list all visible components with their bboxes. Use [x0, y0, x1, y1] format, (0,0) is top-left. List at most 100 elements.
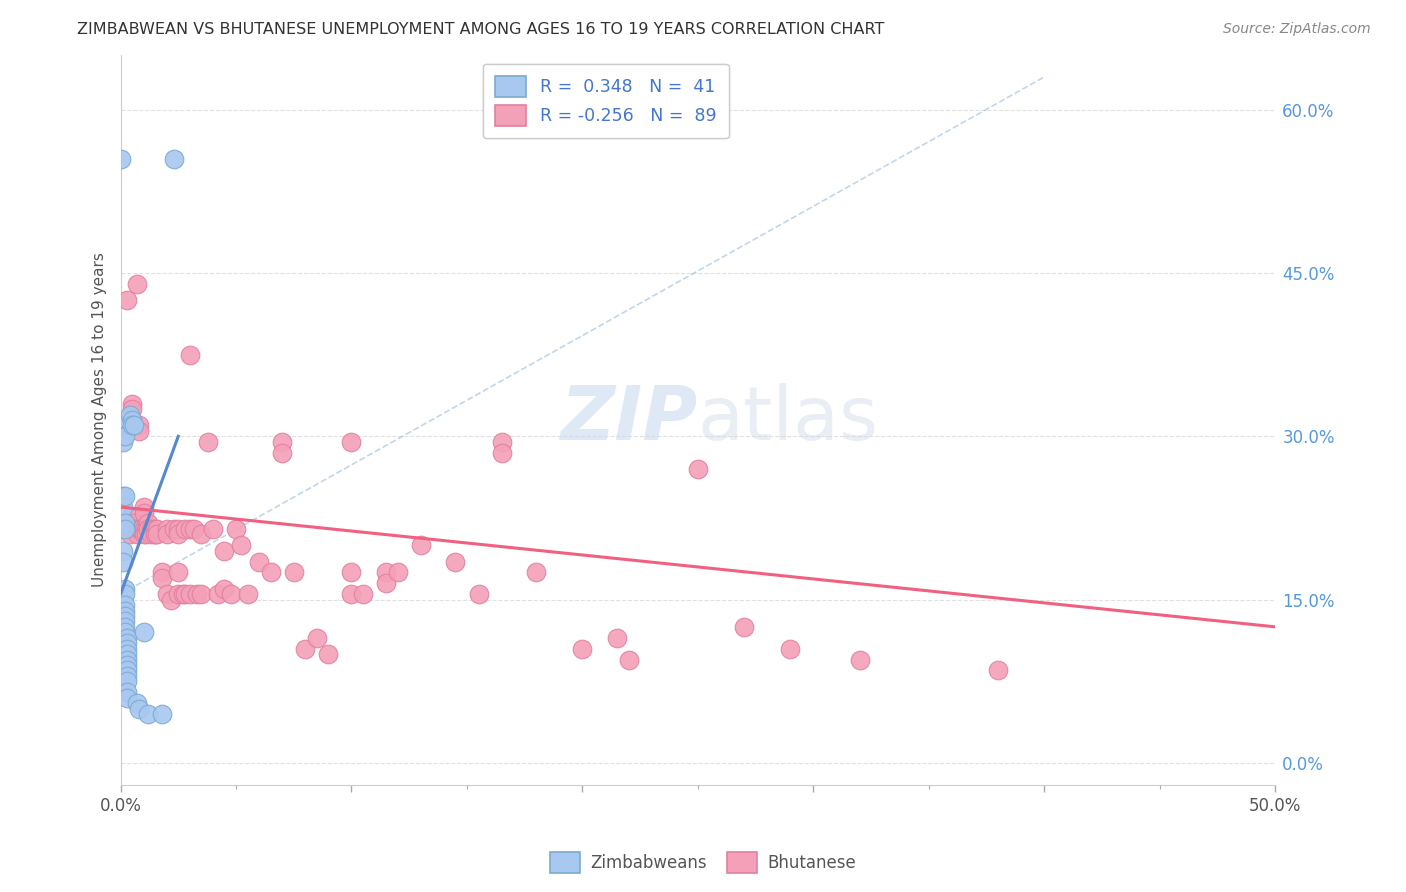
- Text: ZIMBABWEAN VS BHUTANESE UNEMPLOYMENT AMONG AGES 16 TO 19 YEARS CORRELATION CHART: ZIMBABWEAN VS BHUTANESE UNEMPLOYMENT AMO…: [77, 22, 884, 37]
- Point: [117, 631, 139, 645]
- Point: [114, 489, 136, 503]
- Point: [167, 522, 190, 536]
- Point: [121, 402, 143, 417]
- Point: [114, 620, 136, 634]
- Point: [132, 527, 155, 541]
- Point: [491, 434, 513, 449]
- Point: [197, 434, 219, 449]
- Point: [117, 641, 139, 656]
- Point: [111, 543, 134, 558]
- Point: [352, 587, 374, 601]
- Point: [283, 566, 305, 580]
- Point: [207, 587, 229, 601]
- Point: [146, 522, 169, 536]
- Point: [318, 647, 340, 661]
- Point: [686, 462, 709, 476]
- Point: [114, 609, 136, 624]
- Point: [132, 506, 155, 520]
- Point: [139, 522, 162, 536]
- Point: [132, 625, 155, 640]
- Point: [128, 418, 150, 433]
- Point: [131, 522, 153, 536]
- Point: [150, 706, 173, 721]
- Point: [183, 522, 205, 536]
- Point: [733, 620, 755, 634]
- Point: [131, 522, 153, 536]
- Point: [387, 566, 409, 580]
- Point: [114, 516, 136, 531]
- Point: [128, 522, 150, 536]
- Point: [132, 522, 155, 536]
- Point: [214, 582, 236, 596]
- Point: [117, 647, 139, 661]
- Point: [114, 603, 136, 617]
- Point: [259, 566, 281, 580]
- Point: [121, 396, 143, 410]
- Point: [114, 587, 136, 601]
- Point: [117, 685, 139, 699]
- Point: [167, 527, 190, 541]
- Point: [571, 641, 593, 656]
- Point: [136, 522, 159, 536]
- Point: [117, 657, 139, 672]
- Point: [124, 516, 146, 531]
- Point: [294, 641, 316, 656]
- Point: [125, 522, 148, 536]
- Point: [247, 555, 270, 569]
- Point: [135, 522, 157, 536]
- Point: [172, 587, 194, 601]
- Point: [375, 576, 398, 591]
- Point: [111, 434, 134, 449]
- Point: [117, 293, 139, 308]
- Point: [125, 277, 148, 291]
- Point: [163, 522, 186, 536]
- Point: [214, 543, 236, 558]
- Point: [179, 587, 201, 601]
- Point: [150, 571, 173, 585]
- Point: [467, 587, 489, 601]
- Point: [114, 582, 136, 596]
- Point: [160, 592, 183, 607]
- Point: [271, 434, 294, 449]
- Point: [143, 527, 166, 541]
- Point: [117, 636, 139, 650]
- Point: [606, 631, 628, 645]
- Point: [143, 527, 166, 541]
- Point: [375, 566, 398, 580]
- Point: [132, 500, 155, 514]
- Point: [156, 522, 179, 536]
- Point: [117, 664, 139, 678]
- Point: [111, 489, 134, 503]
- Point: [156, 527, 179, 541]
- Point: [117, 652, 139, 666]
- Point: [114, 522, 136, 536]
- Point: [117, 674, 139, 689]
- Point: [139, 527, 162, 541]
- Point: [340, 434, 363, 449]
- Point: [167, 566, 190, 580]
- Point: [186, 587, 208, 601]
- Point: [111, 500, 134, 514]
- Point: [121, 418, 143, 433]
- Point: [190, 527, 212, 541]
- Point: [117, 669, 139, 683]
- Text: Source: ZipAtlas.com: Source: ZipAtlas.com: [1223, 22, 1371, 37]
- Point: [150, 566, 173, 580]
- Point: [524, 566, 547, 580]
- Point: [118, 408, 141, 422]
- Y-axis label: Unemployment Among Ages 16 to 19 years: Unemployment Among Ages 16 to 19 years: [93, 252, 107, 588]
- Point: [128, 424, 150, 438]
- Point: [491, 445, 513, 459]
- Point: [225, 522, 247, 536]
- Point: [848, 652, 870, 666]
- Point: [305, 631, 328, 645]
- Point: [409, 538, 432, 552]
- Point: [135, 527, 157, 541]
- Point: [617, 652, 640, 666]
- Point: [124, 522, 146, 536]
- Legend: R =  0.348   N =  41, R = -0.256   N =  89: R = 0.348 N = 41, R = -0.256 N = 89: [482, 64, 728, 138]
- Point: [179, 348, 201, 362]
- Point: [111, 418, 134, 433]
- Point: [125, 696, 148, 710]
- Point: [136, 706, 159, 721]
